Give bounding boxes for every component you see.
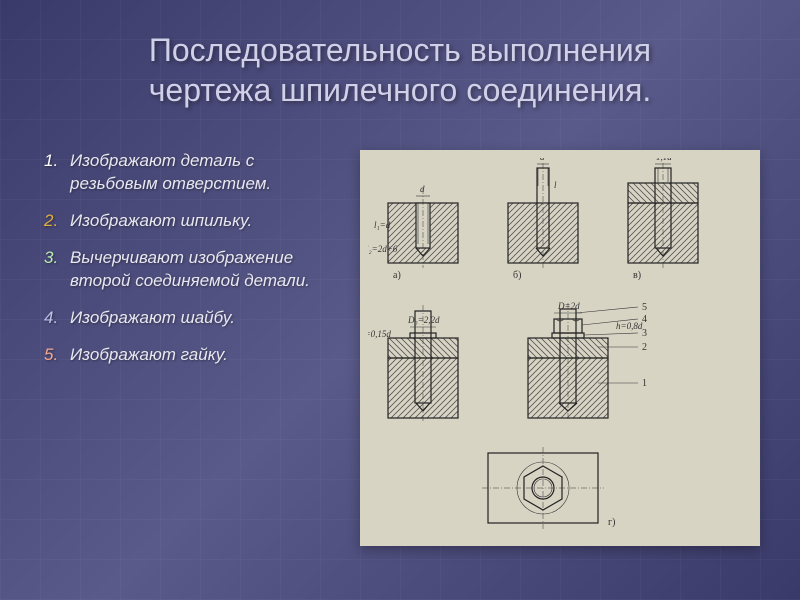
step-2: Изображают шпильку. — [70, 210, 340, 233]
svg-text:h=0,8d: h=0,8d — [616, 321, 643, 331]
title-line-1: Последовательность выполнения — [149, 32, 651, 68]
svg-text:d: d — [540, 158, 545, 162]
svg-text:4: 4 — [642, 314, 647, 325]
svg-text:D₀=2,2d: D₀=2,2d — [407, 315, 440, 325]
svg-text:S=0,15d: S=0,15d — [368, 329, 391, 339]
svg-text:2: 2 — [642, 342, 647, 353]
svg-text:1: 1 — [642, 378, 647, 389]
title-line-2: чертежа шпилечного соединения. — [149, 72, 652, 108]
svg-text:1,1d: 1,1d — [656, 158, 672, 162]
svg-text:D=2d: D=2d — [557, 301, 580, 311]
step-5: Изображают гайку. — [70, 344, 340, 367]
slide: Последовательность выполнения чертежа шп… — [0, 0, 800, 600]
svg-text:в): в) — [633, 270, 641, 281]
slide-title: Последовательность выполнения чертежа шп… — [40, 30, 760, 110]
svg-text:5: 5 — [642, 302, 647, 313]
steps-list: Изображают деталь с резьбовым отверстием… — [40, 150, 340, 381]
svg-text:3: 3 — [642, 328, 647, 339]
step-3: Вычерчивают изображение второй соединяем… — [70, 247, 340, 293]
svg-text:l: l — [554, 180, 557, 190]
svg-text:d: d — [420, 184, 425, 194]
svg-text:б): б) — [513, 270, 521, 281]
svg-text:l₂=2d+6: l₂=2d+6 — [368, 244, 398, 254]
content-row: Изображают деталь с резьбовым отверстием… — [40, 150, 760, 546]
step-4: Изображают шайбу. — [70, 307, 340, 330]
svg-text:l₁=d: l₁=d — [374, 220, 391, 230]
svg-text:а): а) — [393, 270, 401, 281]
step-1: Изображают деталь с резьбовым отверстием… — [70, 150, 340, 196]
svg-text:г): г) — [608, 517, 615, 528]
diagram-svg: d l₁=d l₂=2d+6 а) d l б) — [368, 158, 748, 538]
engineering-diagram: d l₁=d l₂=2d+6 а) d l б) — [360, 150, 760, 546]
